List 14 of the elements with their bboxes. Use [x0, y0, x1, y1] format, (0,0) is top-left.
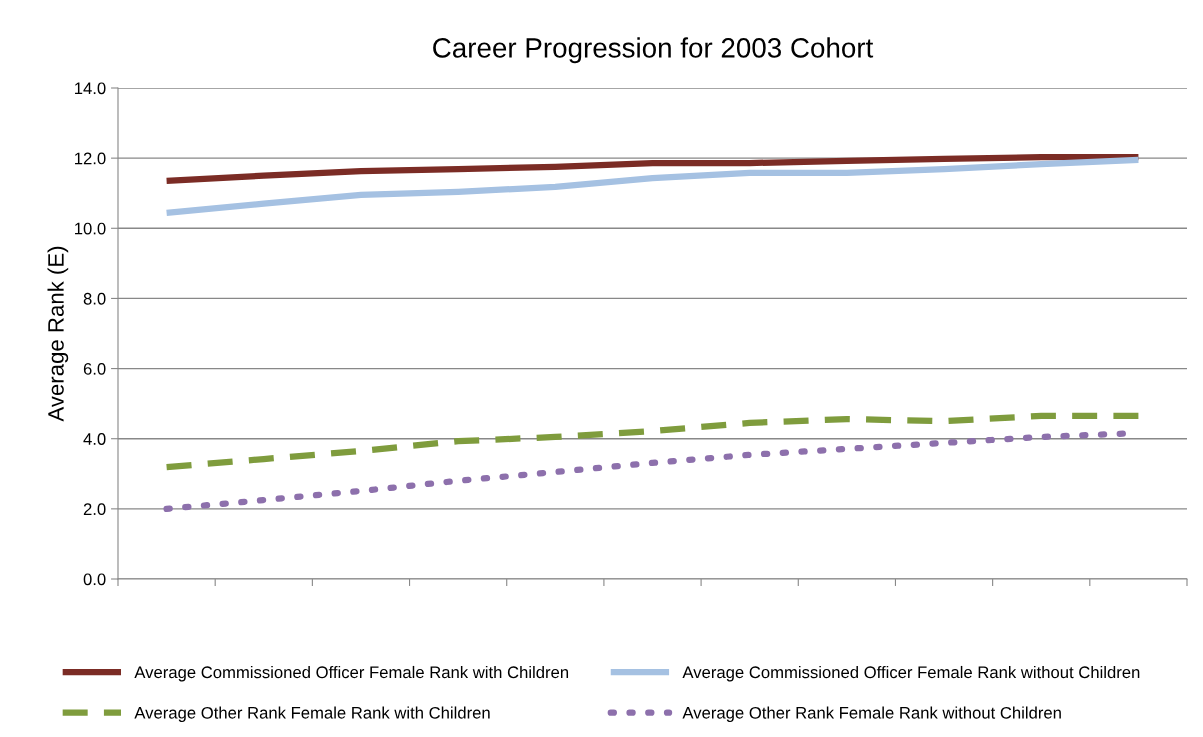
- y-axis-title: Average Rank (E): [47, 246, 69, 422]
- legend-label: Average Other Rank Female Rank without Children: [682, 706, 1061, 722]
- legend-label: Average Commissioned Officer Female Rank with Children: [134, 665, 569, 682]
- y-tick-label: 12.0: [75, 152, 106, 165]
- y-tick-label: 8.0: [83, 292, 106, 305]
- y-tick-label: 10.0: [75, 222, 106, 235]
- y-tick-label: 2.0: [83, 503, 106, 516]
- y-tick-label: 0.0: [83, 573, 106, 586]
- legend-label: Average Commissioned Officer Female Rank without Children: [682, 665, 1140, 682]
- y-tick-label: 4.0: [83, 433, 106, 445]
- y-tick-label: 14.0: [75, 82, 106, 95]
- y-tick-label: 6.0: [83, 362, 106, 375]
- legend-label: Average Other Rank Female Rank with Children: [134, 706, 490, 722]
- chart-title: Career Progression for 2003 Cohort: [433, 37, 874, 64]
